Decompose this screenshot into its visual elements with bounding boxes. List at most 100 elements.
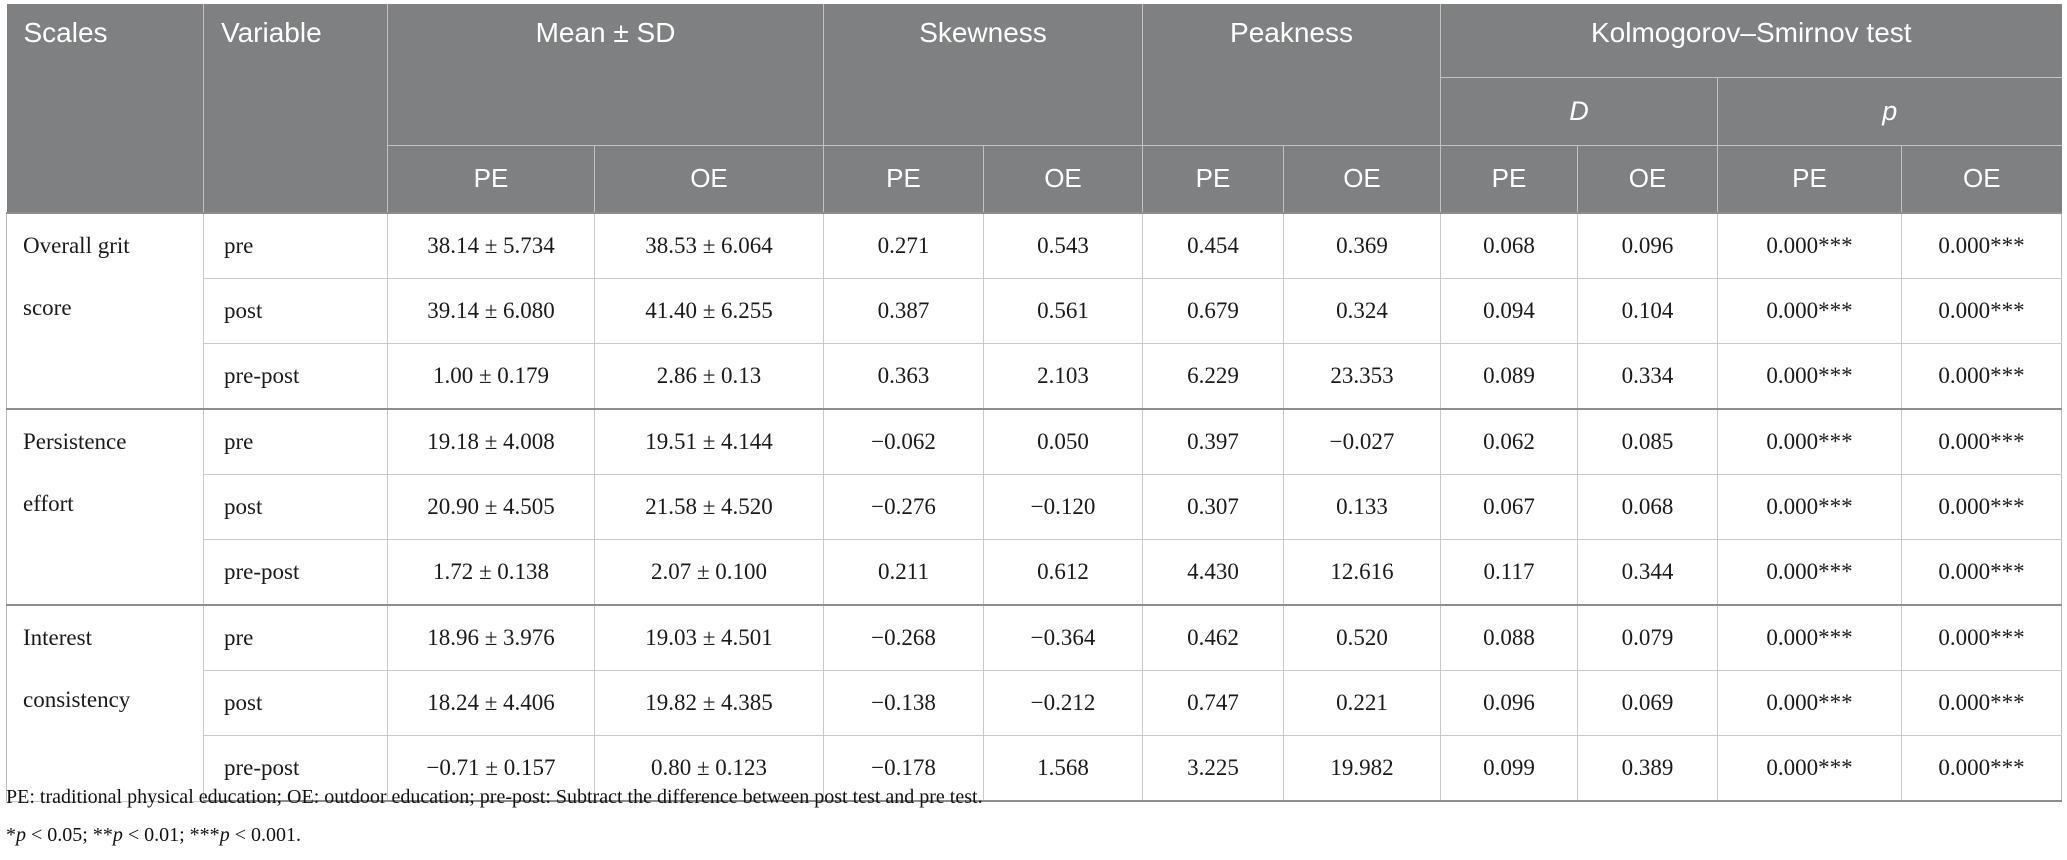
value-cell-d_oe: 0.389 [1577, 735, 1718, 802]
value-cell-peak_pe: 0.679 [1142, 278, 1284, 344]
value-cell-peak_oe: 0.221 [1283, 670, 1441, 736]
value-cell-peak_pe: 6.229 [1142, 343, 1284, 410]
value-cell-p_pe: 0.000*** [1717, 474, 1902, 540]
value-cell-peak_pe: 0.307 [1142, 474, 1284, 540]
value-cell-mean_oe: 19.03 ± 4.501 [594, 604, 824, 671]
variable-cell: post [203, 474, 388, 540]
value-cell-skew_pe: 0.211 [823, 539, 984, 606]
value-cell-skew_pe: 0.387 [823, 278, 984, 344]
value-cell-d_pe: 0.068 [1440, 212, 1578, 279]
value-cell-mean_oe: 21.58 ± 4.520 [594, 474, 824, 540]
variable-cell: pre [203, 604, 388, 671]
scale-name-cell: Overall grit score [6, 212, 204, 410]
value-cell-peak_oe: 0.324 [1283, 278, 1441, 344]
value-cell-skew_oe: −0.364 [983, 604, 1143, 671]
value-cell-d_pe: 0.067 [1440, 474, 1578, 540]
value-cell-mean_oe: 41.40 ± 6.255 [594, 278, 824, 344]
value-cell-p_oe: 0.000*** [1900, 539, 2063, 606]
footnote-text-segment: * [6, 824, 16, 846]
scale-name-cell: Interest consistency [6, 604, 204, 802]
value-cell-p_oe: 0.000*** [1900, 474, 2063, 540]
value-cell-d_oe: 0.334 [1577, 343, 1718, 410]
table-footnotes: PE: traditional physical education; OE: … [6, 778, 2056, 854]
table-row: post 18.24 ± 4.406 19.82 ± 4.385 −0.138 −0.2… [7, 670, 2063, 736]
value-cell-mean_oe: 0.80 ± 0.123 [594, 735, 824, 802]
header-cell-ks-test: Kolmogorov–Smirnov test [1439, 4, 2062, 78]
value-cell-mean_oe: 19.51 ± 4.144 [594, 408, 824, 475]
value-cell-p_oe: 0.000*** [1900, 408, 2063, 475]
header-cell-p-pe: PE [1717, 144, 1902, 214]
value-cell-mean_oe: 2.07 ± 0.100 [594, 539, 824, 606]
header-cell-skewness: Skewness [823, 4, 1143, 146]
header-cell-skew-oe: OE [983, 144, 1143, 214]
footnote-definitions: PE: traditional physical education; OE: … [6, 786, 983, 808]
value-cell-d_oe: 0.068 [1577, 474, 1718, 540]
header-cell-peak-oe: OE [1283, 144, 1441, 214]
header-cell-d-pe: PE [1440, 144, 1578, 214]
value-cell-p_pe: 0.000*** [1717, 735, 1902, 802]
value-cell-mean_oe: 2.86 ± 0.13 [594, 343, 824, 410]
value-cell-d_oe: 0.344 [1577, 539, 1718, 606]
table-row: pre-post 1.72 ± 0.138 2.07 ± 0.100 0.211 0.6… [7, 539, 2063, 606]
variable-cell: pre-post [203, 539, 388, 606]
value-cell-d_pe: 0.099 [1440, 735, 1578, 802]
variable-cell: post [203, 670, 388, 736]
value-cell-p_oe: 0.000*** [1900, 735, 2063, 802]
value-cell-peak_pe: 0.747 [1142, 670, 1284, 736]
header-cell-scales: Scales [6, 4, 204, 214]
p-symbol: p [16, 824, 26, 846]
value-cell-p_pe: 0.000*** [1717, 212, 1902, 279]
header-cell-p-oe: OE [1900, 144, 2062, 214]
value-cell-mean_pe: 18.24 ± 4.406 [387, 670, 595, 736]
value-cell-skew_pe: 0.363 [823, 343, 984, 410]
value-cell-peak_pe: 0.397 [1142, 408, 1284, 475]
value-cell-p_oe: 0.000*** [1900, 670, 2063, 736]
value-cell-d_oe: 0.104 [1577, 278, 1718, 344]
value-cell-p_pe: 0.000*** [1717, 604, 1902, 671]
header-cell-d-oe: OE [1577, 144, 1718, 214]
value-cell-peak_oe: 23.353 [1283, 343, 1441, 410]
value-cell-d_oe: 0.096 [1577, 212, 1718, 279]
footnote-significance: *p < 0.05; **p < 0.01; ***p < 0.001. [6, 816, 2056, 854]
value-cell-skew_pe: −0.062 [823, 408, 984, 475]
value-cell-d_pe: 0.094 [1440, 278, 1578, 344]
footnote-text-segment: < 0.05; ** [26, 824, 113, 846]
value-cell-d_pe: 0.117 [1440, 539, 1578, 606]
table-row: pre-post 1.00 ± 0.179 2.86 ± 0.13 0.363 2.10… [7, 343, 2063, 410]
header-cell-mean-sd: Mean ± SD [387, 4, 824, 146]
table-row: post 20.90 ± 4.505 21.58 ± 4.520 −0.276 −0.1… [7, 474, 2063, 540]
value-cell-peak_pe: 0.454 [1142, 212, 1284, 279]
value-cell-skew_oe: 2.103 [983, 343, 1143, 410]
value-cell-mean_oe: 38.53 ± 6.064 [594, 212, 824, 279]
value-cell-skew_oe: 0.543 [983, 212, 1143, 279]
value-cell-d_pe: 0.062 [1440, 408, 1578, 475]
value-cell-mean_pe: 39.14 ± 6.080 [387, 278, 595, 344]
value-cell-d_oe: 0.079 [1577, 604, 1718, 671]
value-cell-peak_pe: 3.225 [1142, 735, 1284, 802]
value-cell-peak_oe: 0.369 [1283, 212, 1441, 279]
header-cell-mean-pe: PE [387, 144, 595, 214]
value-cell-peak_oe: 0.520 [1283, 604, 1441, 671]
value-cell-peak_pe: 0.462 [1142, 604, 1284, 671]
variable-cell: pre [203, 212, 388, 279]
table-row: Persistence effort pre 19.18 ± 4.008 19.51 … [6, 408, 2063, 606]
value-cell-peak_oe: 0.133 [1283, 474, 1441, 540]
value-cell-mean_pe: −0.71 ± 0.157 [387, 735, 595, 802]
header-cell-skew-pe: PE [823, 144, 984, 214]
header-cell-peak-pe: PE [1142, 144, 1284, 214]
header-cell-variable: Variable [203, 4, 388, 214]
table-wrap: Scales Variable Mean ± SD Skewness Peakn… [6, 4, 2063, 802]
value-cell-peak_oe: 19.982 [1283, 735, 1441, 802]
variable-cell: pre-post [203, 735, 388, 802]
variable-cell: post [203, 278, 388, 344]
value-cell-d_pe: 0.088 [1440, 604, 1578, 671]
value-cell-p_oe: 0.000*** [1900, 212, 2063, 279]
value-cell-skew_pe: 0.271 [823, 212, 984, 279]
value-cell-skew_pe: −0.178 [823, 735, 984, 802]
value-cell-d_pe: 0.089 [1440, 343, 1578, 410]
table-row: Overall grit score pre 38.14 ± 5.734 38.53 … [6, 212, 2063, 410]
value-cell-d_oe: 0.085 [1577, 408, 1718, 475]
value-cell-peak_pe: 4.430 [1142, 539, 1284, 606]
value-cell-d_oe: 0.069 [1577, 670, 1718, 736]
value-cell-mean_pe: 1.00 ± 0.179 [387, 343, 595, 410]
